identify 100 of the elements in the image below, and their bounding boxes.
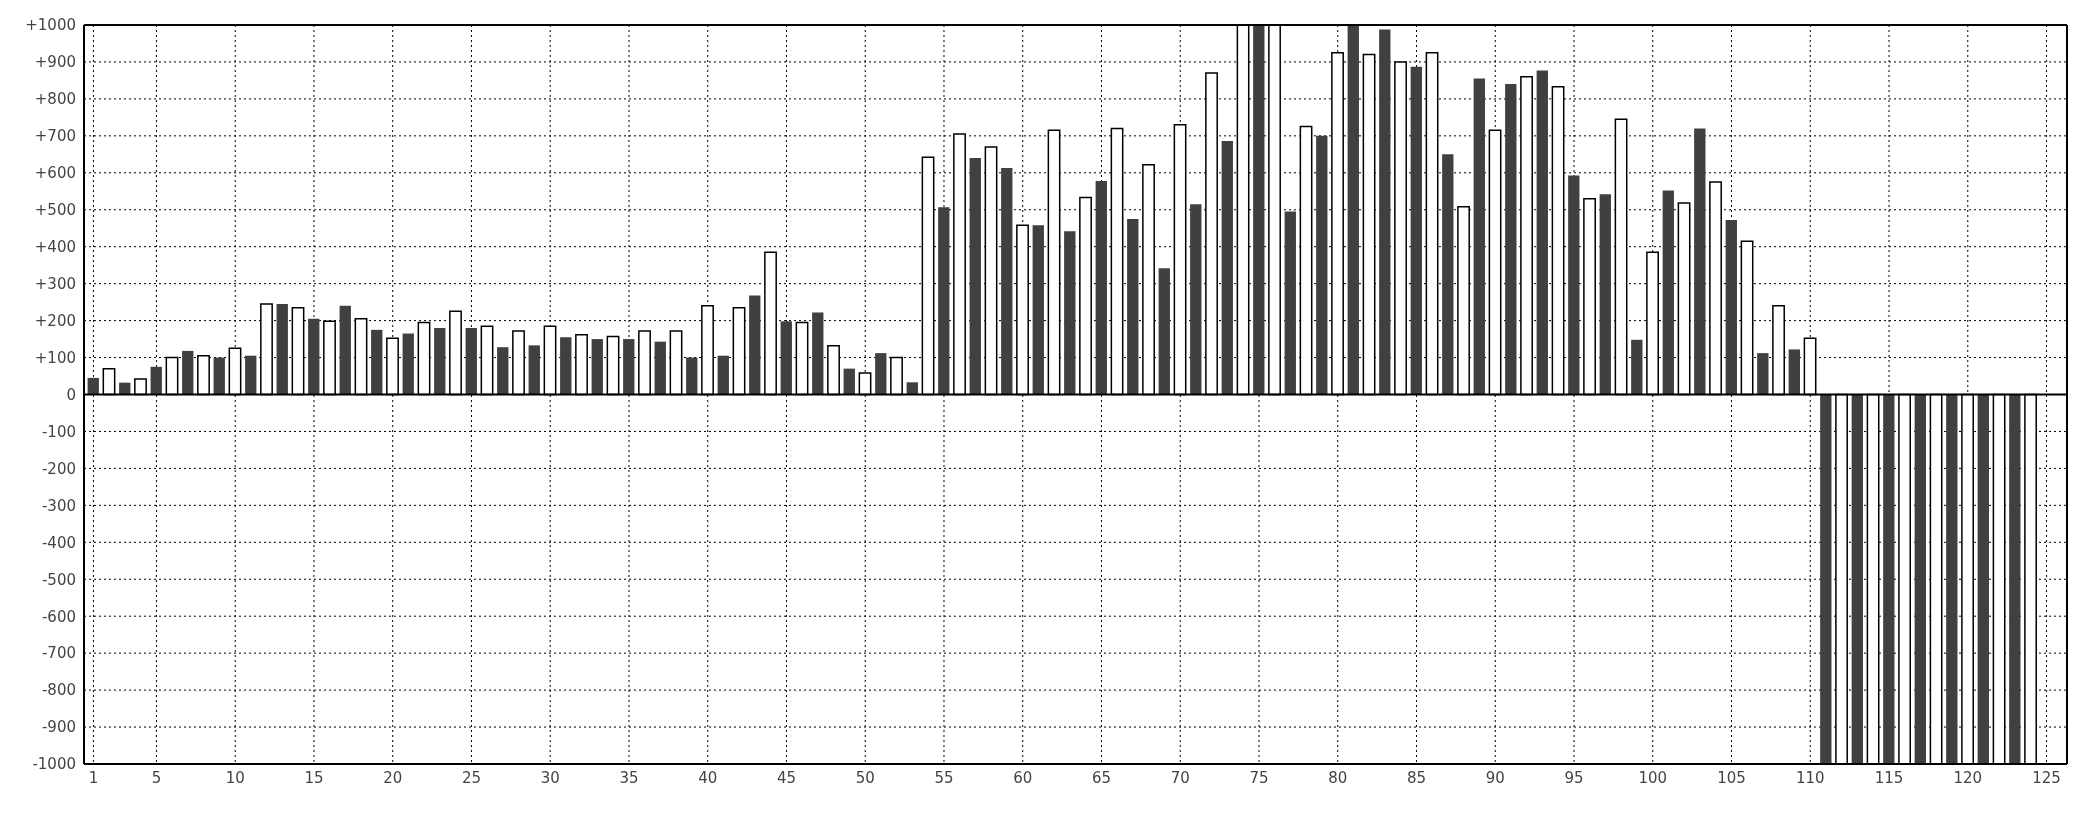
bar — [1095, 180, 1107, 395]
bar — [371, 329, 383, 395]
bar — [717, 355, 729, 395]
x-tick-label: 20 — [383, 768, 403, 787]
y-tick-label: +600 — [34, 164, 76, 183]
bar — [2009, 394, 2021, 764]
x-tick-label: 115 — [1874, 768, 1904, 787]
bar — [875, 353, 887, 395]
y-tick-label: +900 — [34, 53, 76, 72]
y-tick-label: +400 — [34, 238, 76, 257]
bar — [87, 377, 99, 395]
bar — [1662, 190, 1674, 395]
bar — [119, 382, 131, 395]
y-tick-label: -300 — [41, 496, 76, 515]
x-tick-label: 120 — [1953, 768, 1983, 787]
bar — [1536, 70, 1548, 395]
bar — [1568, 175, 1580, 395]
bar — [1127, 218, 1139, 395]
y-tick-label: +200 — [34, 311, 76, 330]
x-tick-label: 125 — [2032, 768, 2061, 787]
x-tick-label: 25 — [461, 768, 482, 787]
y-tick-label: -1000 — [32, 755, 76, 774]
bar — [434, 327, 446, 395]
bar — [749, 295, 761, 395]
bar — [969, 158, 981, 395]
bar — [1064, 231, 1076, 395]
bar — [1883, 394, 1895, 764]
bar — [906, 382, 918, 395]
x-tick-label: 50 — [855, 768, 875, 787]
x-tick-label: 35 — [619, 768, 639, 787]
y-tick-label: -900 — [41, 718, 76, 737]
bar — [1032, 225, 1044, 395]
bar — [1442, 154, 1454, 395]
x-tick-label: 80 — [1328, 768, 1348, 787]
x-tick-label: 90 — [1485, 768, 1505, 787]
y-tick-label: -600 — [41, 607, 76, 626]
y-tick-label: +100 — [34, 348, 76, 367]
y-tick-label: +300 — [34, 274, 76, 293]
x-tick-label: 65 — [1091, 768, 1112, 787]
bar — [339, 305, 351, 395]
x-tick-label: 45 — [776, 768, 797, 787]
bar — [1631, 339, 1643, 395]
bar — [1253, 25, 1265, 395]
y-tick-label: -800 — [41, 681, 76, 700]
bar — [1316, 135, 1328, 395]
bar — [1505, 84, 1517, 395]
bar — [150, 366, 162, 395]
bar — [1757, 353, 1769, 395]
x-tick-label: 60 — [1013, 768, 1033, 787]
bar — [1347, 25, 1359, 395]
bar — [938, 207, 950, 395]
bar — [780, 321, 792, 395]
bar — [1473, 78, 1485, 395]
bar — [1788, 349, 1800, 395]
x-tick-label: 100 — [1638, 768, 1668, 787]
bar — [1977, 394, 1989, 764]
x-tick-label: 5 — [151, 768, 162, 787]
bar — [812, 312, 824, 395]
bar — [213, 357, 225, 395]
bar — [686, 357, 698, 395]
y-tick-label: +800 — [34, 90, 76, 109]
x-tick-label: 10 — [225, 768, 245, 787]
bar — [1694, 128, 1706, 395]
x-tick-label: 15 — [304, 768, 324, 787]
x-tick-label: 95 — [1564, 768, 1584, 787]
bar — [1725, 220, 1737, 395]
bar — [308, 318, 320, 395]
bar — [843, 368, 855, 395]
y-tick-label: +1000 — [25, 16, 76, 35]
bar — [1914, 394, 1926, 764]
bar — [1221, 141, 1233, 395]
x-tick-label: 1 — [88, 768, 99, 787]
bar — [1190, 204, 1202, 395]
y-tick-label: -100 — [41, 422, 76, 441]
bar — [1379, 29, 1391, 395]
y-tick-label: 0 — [66, 385, 76, 404]
bar — [245, 355, 257, 395]
bar — [591, 339, 603, 395]
bar — [528, 345, 540, 395]
bar — [1001, 168, 1013, 395]
x-tick-label: 85 — [1406, 768, 1427, 787]
x-tick-label: 110 — [1795, 768, 1825, 787]
y-tick-label: -700 — [41, 644, 76, 663]
bar — [182, 350, 194, 395]
bar — [623, 339, 635, 395]
bar — [560, 337, 572, 395]
y-tick-label: +700 — [34, 127, 76, 146]
bar — [1946, 394, 1958, 764]
x-tick-label: 30 — [540, 768, 560, 787]
bar — [654, 341, 666, 395]
x-tick-label: 55 — [934, 768, 954, 787]
x-tick-label: 75 — [1249, 768, 1269, 787]
bar — [402, 333, 414, 395]
bar — [1284, 211, 1296, 395]
bar — [1410, 66, 1422, 395]
bar — [276, 303, 288, 395]
bar — [465, 327, 477, 395]
y-tick-label: -500 — [41, 570, 76, 589]
x-tick-label: 105 — [1717, 768, 1746, 787]
y-tick-label: -200 — [41, 459, 76, 478]
